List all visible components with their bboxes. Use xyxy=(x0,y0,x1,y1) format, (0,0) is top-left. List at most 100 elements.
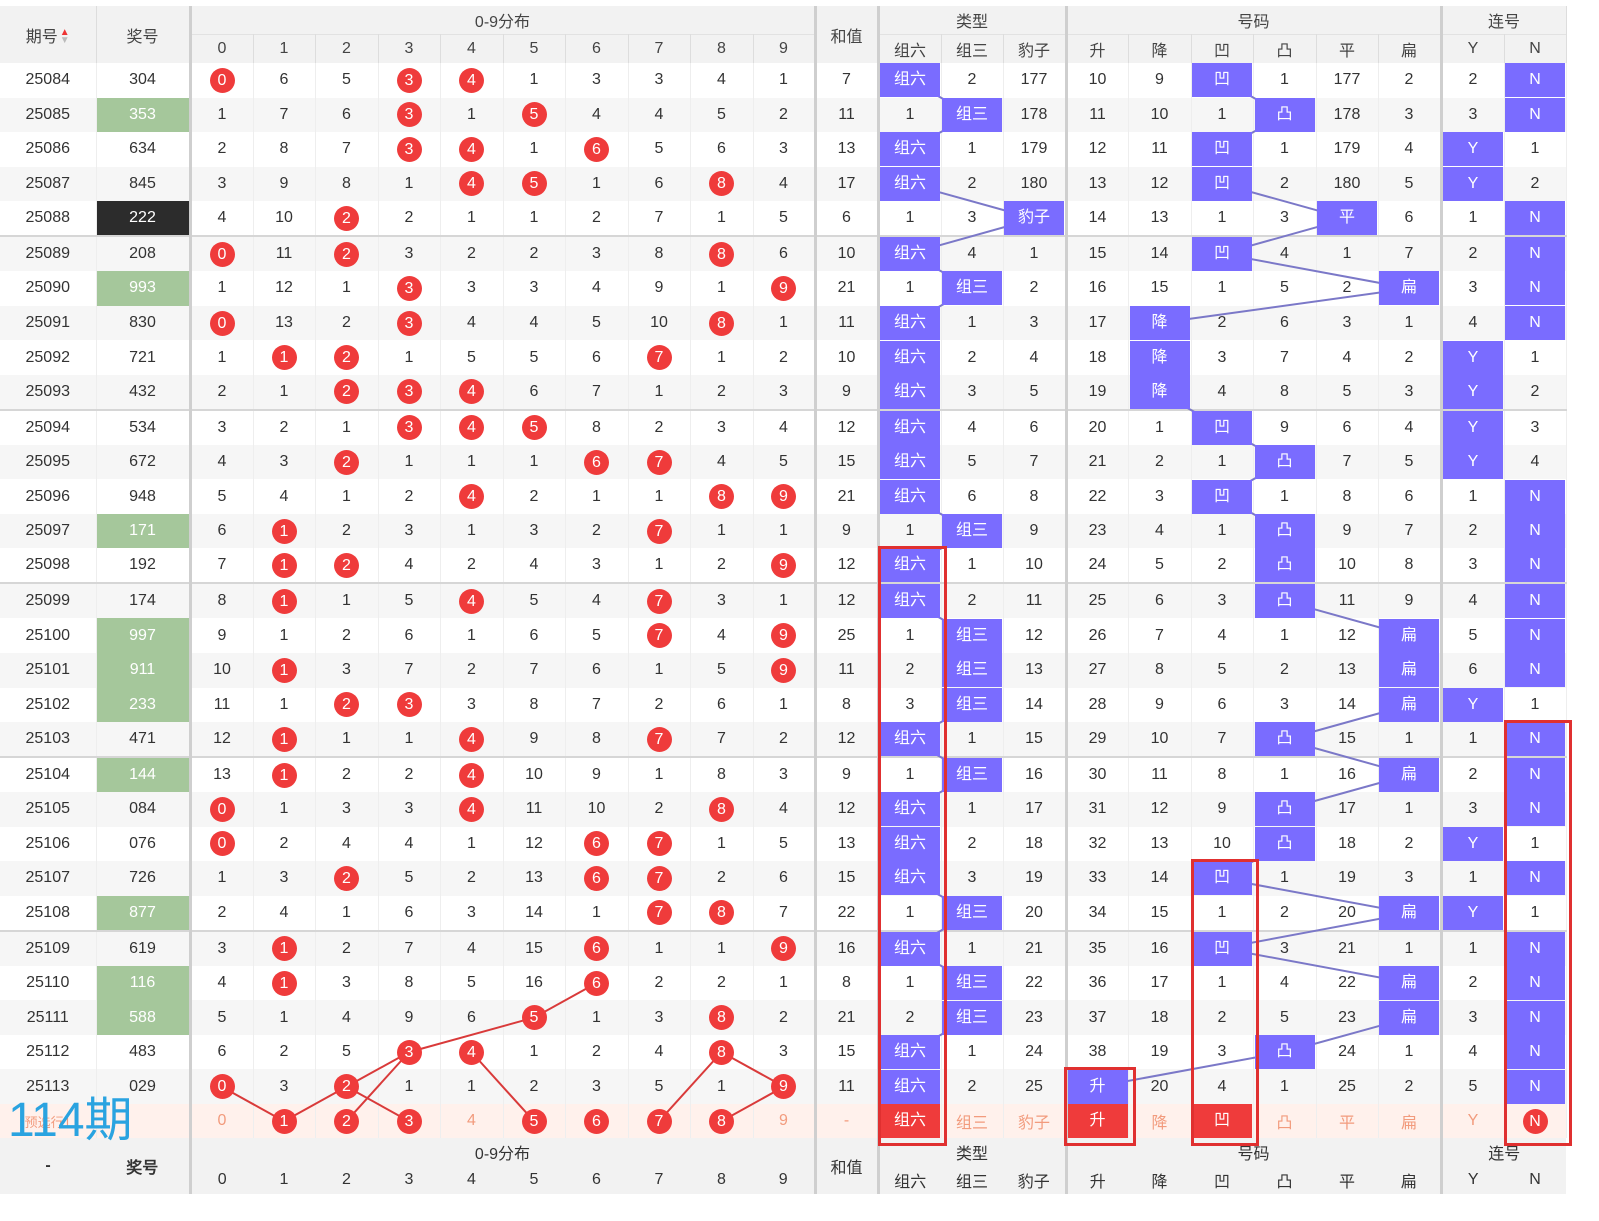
table-row[interactable]: 25092 721 1 1 2 1 5 5 6 7 1 2 10 组六 2 4 18 降 3 7 4 2 Y 1 xyxy=(0,340,1567,375)
u-cell: 凸 xyxy=(1253,582,1317,619)
table-row[interactable]: 25087 845 3 9 8 1 4 5 1 6 8 4 17 组六 2 180 13 12 凹 2 180 5 Y 2 xyxy=(0,166,1567,202)
preselect-digit[interactable]: 7 xyxy=(628,1103,691,1139)
preselect-digit[interactable]: 8 xyxy=(690,1103,754,1139)
u-cell: 13 xyxy=(1128,826,1192,862)
preselect-digit[interactable]: 2 xyxy=(315,1103,379,1139)
preselect-sum[interactable]: - xyxy=(815,1103,880,1139)
digit-cell: 0 xyxy=(190,826,254,862)
table-row[interactable]: 25096 948 5 4 1 2 4 2 1 1 8 9 21 组六 6 8 22 3 凹 1 8 6 1 N xyxy=(0,479,1567,514)
table-row[interactable]: 25098 192 7 1 2 4 2 4 3 1 2 9 12 组六 1 10 24 5 2 凸 10 8 3 N xyxy=(0,548,1567,584)
preselect-type[interactable]: 豹子 xyxy=(1003,1103,1068,1139)
table-row[interactable]: 25107 726 1 3 2 5 2 13 6 7 2 6 15 组六 3 19 33 14 凹 1 19 3 1 N xyxy=(0,861,1567,896)
preselect-type[interactable]: 组六 xyxy=(878,1103,942,1139)
prize-cell: 830 xyxy=(96,305,192,341)
digit-cell: 7 xyxy=(690,722,754,758)
table-row[interactable]: 25097 171 6 1 2 3 1 3 2 7 1 1 9 1 组三 9 23 4 1 凸 9 7 2 N xyxy=(0,513,1567,549)
digit-cell: 1 xyxy=(190,271,254,306)
table-row[interactable]: 25109 619 3 1 2 7 4 15 6 1 1 9 16 组六 1 21 35 16 凹 3 21 1 1 N xyxy=(0,929,1567,966)
period-cell: 25087 xyxy=(0,166,97,202)
table-row[interactable]: 25084 304 0 6 5 3 4 1 3 3 4 1 7 组六 2 177 10 9 凹 1 177 2 2 N xyxy=(0,63,1567,98)
u-cell: 5 xyxy=(1128,548,1192,584)
table-row[interactable]: 25090 993 1 12 1 3 3 3 4 9 1 9 21 1 组三 2 16 15 1 5 2 扁 3 N xyxy=(0,271,1567,306)
digit-cell: 0 xyxy=(190,792,254,827)
sort-icon[interactable]: ▲ ▼ xyxy=(59,27,70,47)
preselect-digit[interactable]: 0 xyxy=(190,1103,254,1139)
preselect-prize[interactable] xyxy=(96,1103,192,1139)
u-cell: 4 xyxy=(1128,513,1192,549)
table-row[interactable]: 25112 483 6 2 5 3 4 1 2 4 8 3 15 组六 1 24 38 19 3 凸 24 1 4 N xyxy=(0,1034,1567,1070)
table-row[interactable]: 25100 997 9 1 2 6 1 6 5 7 4 9 25 1 组三 12 26 7 4 1 12 扁 5 N xyxy=(0,618,1567,654)
table-row[interactable]: 25088 222 4 10 2 2 1 1 2 7 1 5 6 1 3 豹子 14 13 1 3 平 6 1 N xyxy=(0,201,1567,237)
table-row[interactable]: 25106 076 0 2 4 4 1 12 6 7 1 5 13 组六 2 18 32 13 10 凸 18 2 Y 1 xyxy=(0,826,1567,862)
table-row[interactable]: 25095 672 4 3 2 1 1 1 6 7 4 5 15 组六 5 7 21 2 1 凸 7 5 Y 4 xyxy=(0,444,1567,480)
table-row[interactable]: 25089 208 0 11 2 3 2 2 3 8 8 6 10 组六 4 1 15 14 凹 4 1 7 2 N xyxy=(0,235,1567,272)
digit-cell: 1 xyxy=(565,1000,629,1035)
digit-cell: 1 xyxy=(690,1069,754,1104)
preselect-digit[interactable]: 4 xyxy=(440,1103,504,1139)
preselect-lian[interactable]: Y xyxy=(1441,1103,1505,1139)
hit-block: 组三 xyxy=(942,966,1002,1001)
table-row[interactable]: 25094 534 3 2 1 3 4 5 8 2 3 4 12 组六 4 6 20 1 凹 9 6 4 Y 3 xyxy=(0,408,1567,445)
u-cell: 1 xyxy=(1191,895,1254,931)
selected-ball[interactable]: 8 xyxy=(709,1108,734,1134)
table-row[interactable]: 25103 471 12 1 1 1 4 9 8 7 7 2 12 组六 1 15 29 10 7 凸 15 1 1 N xyxy=(0,722,1567,758)
t-cell: 组六 xyxy=(878,582,942,619)
table-row[interactable]: 25101 911 10 1 3 7 2 7 6 1 5 9 11 2 组三 13 27 8 5 2 13 扁 6 N xyxy=(0,653,1567,688)
selected-ball[interactable]: 1 xyxy=(271,1108,297,1134)
digit-cell: 2 xyxy=(628,408,691,445)
table-row[interactable]: 25105 084 0 1 3 3 4 11 10 2 8 4 12 组六 1 17 31 12 9 凸 17 1 3 N xyxy=(0,792,1567,827)
t-cell: 179 xyxy=(1003,132,1068,167)
u-cell: 13 xyxy=(1128,201,1192,237)
period-cell: 25084 xyxy=(0,63,97,98)
table-header: 期号 ▲ ▼ 奖号 0-9分布 和值 类型 号码 连号 0 1 2 3 4 5 6 7 8 9 组六 组三… xyxy=(0,6,1567,63)
preselect-digit[interactable]: 9 xyxy=(753,1103,817,1139)
prize-header: 奖号 xyxy=(96,6,192,63)
period-header[interactable]: 期号 ▲ ▼ xyxy=(0,6,97,63)
table-row[interactable]: 25113 029 0 3 2 1 1 2 3 5 1 9 11 组六 2 25 升 20 4 1 25 2 5 N xyxy=(0,1069,1567,1104)
digit-cell: 1 xyxy=(315,479,379,514)
preselect-digit[interactable]: 6 xyxy=(565,1103,629,1139)
table-row[interactable]: 25093 432 2 1 2 3 4 6 7 1 2 3 9 组六 3 5 19 降 4 8 5 3 Y 2 xyxy=(0,374,1567,410)
footer-type: 类型 xyxy=(878,1138,1068,1167)
table-row[interactable]: 25091 830 0 13 2 3 4 4 5 10 8 1 11 组六 1 3 17 降 2 6 3 1 4 N xyxy=(0,305,1567,341)
preselect-digit[interactable]: 1 xyxy=(253,1103,316,1139)
l-cell: 1 xyxy=(1441,929,1505,966)
preselect-digit[interactable]: 3 xyxy=(378,1103,441,1139)
preselect-num[interactable]: 降 xyxy=(1128,1103,1192,1139)
selected-block[interactable]: 组六 xyxy=(880,1104,940,1139)
preselect-digit[interactable]: 5 xyxy=(503,1103,566,1139)
l-cell: 3 xyxy=(1441,271,1505,306)
preselect-type[interactable]: 组三 xyxy=(941,1103,1004,1139)
table-row[interactable]: 25085 353 1 7 6 3 1 5 4 4 5 2 11 1 组三 178 11 10 1 凸 178 3 3 N xyxy=(0,97,1567,133)
preselect-lian[interactable]: N xyxy=(1504,1103,1567,1139)
table-row[interactable]: 25104 144 13 1 2 2 4 10 9 1 8 3 9 1 组三 16 30 11 8 1 16 扁 2 N xyxy=(0,756,1567,793)
table-row[interactable]: 25110 116 4 1 3 8 5 16 6 2 2 1 8 1 组三 22 36 17 1 4 22 扁 2 N xyxy=(0,965,1567,1001)
preselect-num[interactable]: 凹 xyxy=(1191,1103,1254,1139)
sum-cell: 21 xyxy=(815,479,880,514)
selected-ball[interactable]: 6 xyxy=(584,1108,609,1134)
preselect-num[interactable]: 平 xyxy=(1316,1103,1379,1139)
table-row[interactable]: 25108 877 2 4 1 6 3 14 1 7 8 7 22 1 组三 20 34 15 1 2 20 扁 Y 1 xyxy=(0,895,1567,931)
u-cell: 5 xyxy=(1253,1000,1317,1035)
table-row[interactable]: 25086 634 2 8 7 3 4 1 6 5 6 3 13 组六 1 179 12 11 凹 1 179 4 Y 1 xyxy=(0,132,1567,167)
selected-ball[interactable]: 7 xyxy=(646,1108,672,1134)
digit-cell: 1 xyxy=(253,548,316,584)
selected-ball[interactable]: 3 xyxy=(396,1108,422,1134)
selected-ball[interactable]: N xyxy=(1522,1108,1548,1134)
table-row[interactable]: 25099 174 8 1 1 5 4 5 4 7 3 1 12 组六 2 11 25 6 3 凸 11 9 4 N xyxy=(0,582,1567,619)
preselect-num[interactable]: 升 xyxy=(1066,1103,1129,1139)
digit-cell: 9 xyxy=(565,756,629,793)
preselect-num[interactable]: 扁 xyxy=(1378,1103,1443,1139)
selected-ball[interactable]: 2 xyxy=(334,1108,359,1134)
selected-ball[interactable]: 5 xyxy=(521,1108,547,1134)
digit-cell: 1 xyxy=(190,861,254,896)
selected-block[interactable]: 凹 xyxy=(1192,1104,1252,1139)
preselect-num[interactable]: 凸 xyxy=(1253,1103,1317,1139)
l-cell: 1 xyxy=(1504,895,1567,931)
selected-block[interactable]: 升 xyxy=(1067,1104,1127,1139)
hit-ball: 2 xyxy=(334,241,359,267)
preselect-row[interactable]: 预选行1 0 1 2 3 4 5 6 7 8 9- 组六 组三 豹子升降凹凸平扁 Y N xyxy=(0,1103,1567,1139)
table-row[interactable]: 25102 233 11 1 2 3 3 8 7 2 6 1 8 3 组三 14 28 9 6 3 14 扁 Y 1 xyxy=(0,687,1567,723)
preselect-label[interactable]: 预选行1 xyxy=(0,1103,97,1139)
table-row[interactable]: 25111 588 5 1 4 9 6 5 1 3 8 2 21 2 组三 23 37 18 2 5 23 扁 3 N xyxy=(0,1000,1567,1035)
